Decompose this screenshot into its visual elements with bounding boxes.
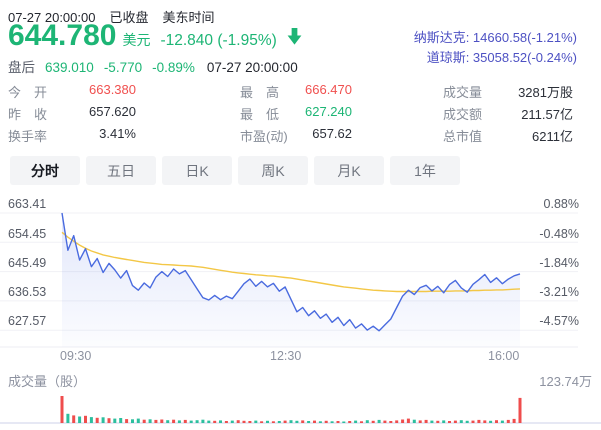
market-indices: 纳斯达克: 14660.58(-1.21%) 道琼斯: 35058.52(-0.… [414,28,577,68]
x-axis-open-time: 09:30 [60,349,92,363]
stat-low: 最 低 627.240 [240,104,352,122]
y-axis-pct-1: 0.88% [543,197,579,211]
after-hours-change: -5.770 [103,60,143,75]
currency-label: 美元 [122,32,151,48]
stat-pe-ratio: 市盈(动) 657.62 [240,126,352,144]
period-tabs: 分时 五日 日K 周K 月K 1年 [10,156,460,185]
y-axis-pct-2: -0.48% [539,227,579,241]
market-status: 已收盘 [109,10,149,25]
y-axis-price-3: 645.49 [8,256,47,270]
stat-market-cap: 总市值 6211亿 [443,129,573,144]
index-nasdaq[interactable]: 纳斯达克: 14660.58(-1.21%) [413,30,577,45]
y-axis-pct-5: -4.57% [539,314,579,328]
current-price: 644.780 [8,19,117,52]
x-axis-close-time: 16:00 [488,349,520,363]
stats-column-1: 今 开 663.380 昨 收 657.620 换手率 3.41% [8,82,136,148]
index-dowjones[interactable]: 道琼斯: 35058.52(-0.24%) [426,50,577,65]
timezone-label: 美东时间 [162,10,215,25]
after-hours-row: 盘后 639.010 -5.770 -0.89% 07-27 20:00:00 [8,56,298,76]
stat-amount: 成交额 211.57亿 [443,107,573,122]
tab-monthly-k[interactable]: 月K [314,156,384,185]
stat-high: 最 高 666.470 [240,82,352,100]
stat-volume: 成交量 3281万股 [443,85,573,100]
after-hours-price: 639.010 [45,60,94,75]
y-axis-price-1: 663.41 [8,197,47,211]
stats-column-2: 最 高 666.470 最 低 627.240 市盈(动) 657.62 [240,82,352,148]
price-change: -12.840 (-1.95%) [160,32,277,49]
y-axis-pct-4: -3.21% [539,285,579,299]
stat-open: 今 开 663.380 [8,82,136,100]
tab-weekly-k[interactable]: 周K [238,156,308,185]
y-axis-price-4: 636.53 [8,285,47,299]
y-axis-price-5: 627.57 [8,314,47,328]
stat-turnover-rate: 换手率 3.41% [8,126,136,144]
y-axis-pct-3: -1.84% [539,256,579,270]
y-axis-price-2: 654.45 [8,227,47,241]
price-row: 644.780 美元 -12.840 (-1.95%) [8,21,302,51]
after-hours-pct: -0.89% [152,60,195,75]
after-hours-label: 盘后 [8,60,35,75]
after-hours-time: 07-27 20:00:00 [206,60,298,75]
stats-column-3: 成交量 3281万股 成交额 211.57亿 总市值 6211亿 [443,82,573,148]
quote-time-row: 07-27 20:00:00 已收盘 美东时间 [8,7,229,26]
volume-max-value: 123.74万 [539,374,592,389]
quote-datetime: 07-27 20:00:00 [8,10,96,25]
arrow-down-icon [287,28,302,50]
x-axis-mid-time: 12:30 [270,349,302,363]
stat-prev-close: 昨 收 657.620 [8,104,136,122]
tab-1year[interactable]: 1年 [390,156,460,185]
tab-daily-k[interactable]: 日K [162,156,232,185]
tab-intraday[interactable]: 分时 [10,156,80,185]
tab-5day[interactable]: 五日 [86,156,156,185]
volume-pane-title: 成交量（股） [8,374,87,389]
